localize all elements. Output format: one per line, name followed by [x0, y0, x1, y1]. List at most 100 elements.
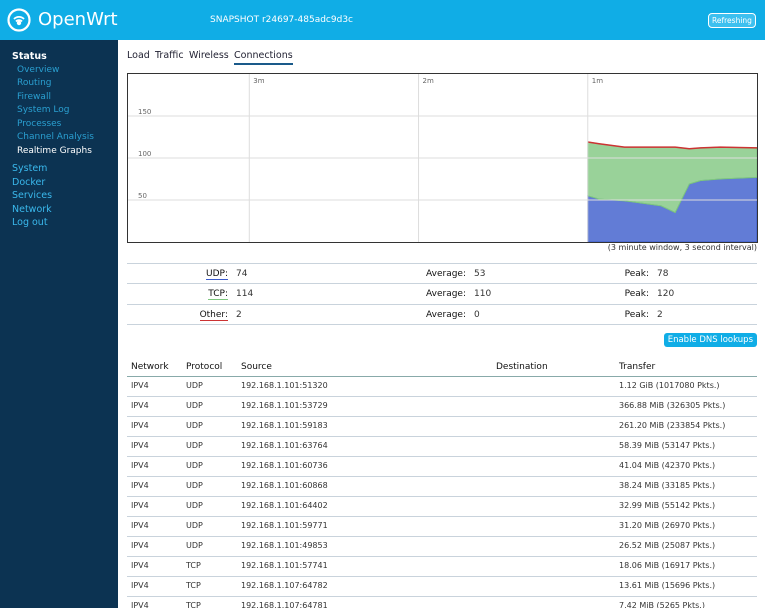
avg-label: Average: [426, 310, 466, 320]
stat-value: 74 [236, 269, 247, 279]
submenu-item[interactable]: Processes [17, 119, 61, 129]
cell: IPV4 [131, 561, 149, 570]
cell: IPV4 [131, 481, 149, 490]
divider [127, 456, 757, 457]
peak-value: 2 [657, 310, 663, 320]
cell: 38.24 MiB (33185 Pkts.) [619, 481, 715, 490]
avg-value: 53 [474, 269, 485, 279]
avg-value: 110 [474, 289, 491, 299]
submenu-item[interactable]: Overview [17, 65, 59, 75]
divider [127, 283, 757, 284]
stat-value: 114 [236, 289, 253, 299]
tab[interactable]: Load [127, 50, 150, 61]
peak-value: 78 [657, 269, 668, 279]
cell: 192.168.1.101:59183 [241, 421, 328, 430]
divider [127, 496, 757, 497]
cell: TCP [186, 601, 201, 608]
cell: IPV4 [131, 581, 149, 590]
cell: 192.168.1.101:64402 [241, 501, 328, 510]
cell: IPV4 [131, 441, 149, 450]
tab[interactable]: Wireless [189, 50, 229, 61]
cell: IPV4 [131, 401, 149, 410]
x-tick-label: 2m [423, 77, 434, 85]
divider [127, 596, 757, 597]
cell: UDP [186, 401, 203, 410]
cell: IPV4 [131, 461, 149, 470]
y-tick-label: 150 [138, 108, 151, 116]
cell: UDP [186, 541, 203, 550]
cell: IPV4 [131, 501, 149, 510]
cell: 192.168.1.101:57741 [241, 561, 328, 570]
column-header: Source [241, 362, 272, 372]
menu-item[interactable]: Network [12, 204, 52, 215]
peak-label: Peak: [625, 310, 649, 320]
divider [127, 263, 757, 264]
y-tick-label: 100 [138, 150, 151, 158]
dns-button[interactable]: Enable DNS lookups [664, 333, 757, 347]
column-header: Destination [496, 362, 548, 372]
divider [127, 576, 757, 577]
cell: 58.39 MiB (53147 Pkts.) [619, 441, 715, 450]
cell: 261.20 MiB (233854 Pkts.) [619, 421, 725, 430]
graph: 3m2m1m15010050 [127, 73, 758, 243]
cell: 192.168.1.101:59771 [241, 521, 328, 530]
submenu-item[interactable]: Realtime Graphs [17, 146, 92, 156]
logo-icon [7, 8, 31, 32]
avg-label: Average: [426, 289, 466, 299]
menu-item[interactable]: Status [12, 51, 47, 62]
peak-label: Peak: [625, 269, 649, 279]
cell: 31.20 MiB (26970 Pkts.) [619, 521, 715, 530]
divider [127, 536, 757, 537]
cell: IPV4 [131, 541, 149, 550]
stat-value: 2 [236, 310, 242, 320]
column-header: Transfer [619, 362, 655, 372]
cell: 7.42 MiB (5265 Pkts.) [619, 601, 705, 608]
menu-item[interactable]: Services [12, 190, 52, 201]
menu-item[interactable]: Docker [12, 177, 45, 188]
brand[interactable]: OpenWrt [38, 9, 118, 30]
cell: 192.168.1.101:51320 [241, 381, 328, 390]
graph-caption: (3 minute window, 3 second interval) [608, 243, 757, 252]
cell: 32.99 MiB (55142 Pkts.) [619, 501, 715, 510]
submenu-item[interactable]: Firewall [17, 92, 51, 102]
cell: 1.12 GiB (1017080 Pkts.) [619, 381, 720, 390]
divider [127, 556, 757, 557]
cell: 192.168.1.101:60736 [241, 461, 328, 470]
cell: IPV4 [131, 601, 149, 608]
divider [127, 436, 757, 437]
cell: 192.168.1.107:64781 [241, 601, 328, 608]
tab[interactable]: Traffic [155, 50, 184, 61]
submenu-item[interactable]: Routing [17, 78, 52, 88]
stat-label: Other: [200, 310, 228, 321]
tab[interactable]: Connections [234, 50, 293, 65]
submenu-item[interactable]: Channel Analysis [17, 132, 94, 142]
peak-value: 120 [657, 289, 674, 299]
refresh-status[interactable]: Refreshing [708, 13, 756, 28]
avg-value: 0 [474, 310, 480, 320]
cell: 41.04 MiB (42370 Pkts.) [619, 461, 715, 470]
cell: 192.168.1.101:60868 [241, 481, 328, 490]
menu-item[interactable]: Log out [12, 217, 48, 228]
cell: 18.06 MiB (16917 Pkts.) [619, 561, 715, 570]
cell: UDP [186, 461, 203, 470]
cell: 192.168.1.107:64782 [241, 581, 328, 590]
cell: 366.88 MiB (326305 Pkts.) [619, 401, 725, 410]
cell: IPV4 [131, 521, 149, 530]
cell: 192.168.1.101:63764 [241, 441, 328, 450]
avg-label: Average: [426, 269, 466, 279]
submenu-item[interactable]: System Log [17, 105, 70, 115]
divider [127, 476, 757, 477]
cell: 192.168.1.101:49853 [241, 541, 328, 550]
cell: UDP [186, 521, 203, 530]
cell: 13.61 MiB (15696 Pkts.) [619, 581, 715, 590]
stat-label: TCP: [208, 289, 228, 300]
cell: IPV4 [131, 381, 149, 390]
divider [127, 396, 757, 397]
cell: TCP [186, 581, 201, 590]
stat-label: UDP: [206, 269, 228, 280]
cell: 26.52 MiB (25087 Pkts.) [619, 541, 715, 550]
x-tick-label: 1m [592, 77, 603, 85]
menu-item[interactable]: System [12, 163, 47, 174]
cell: UDP [186, 421, 203, 430]
